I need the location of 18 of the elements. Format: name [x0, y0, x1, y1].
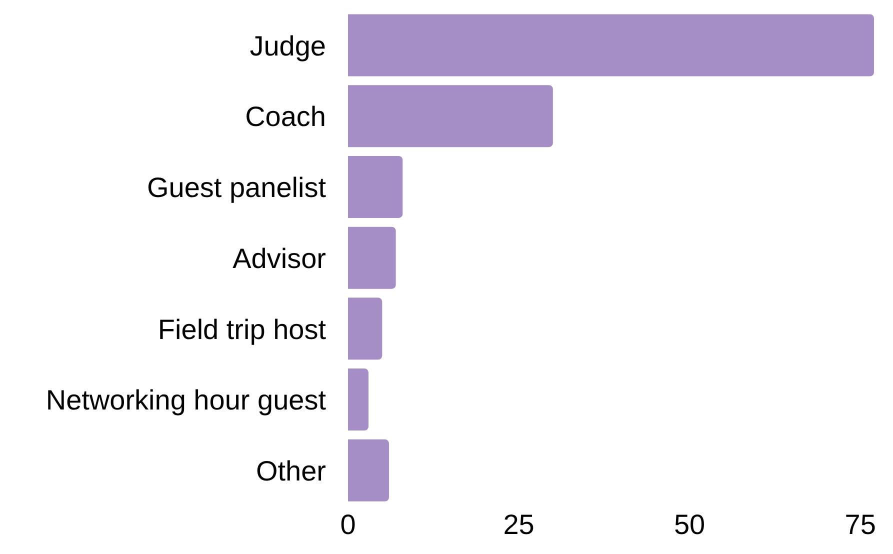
- y-tick-label: Other: [256, 456, 326, 487]
- bar: [348, 226, 396, 289]
- y-tick-label: Networking hour guest: [46, 384, 326, 416]
- x-tick-label: 75: [844, 508, 876, 540]
- y-tick-label: Coach: [245, 101, 326, 132]
- y-tick-label: Guest panelist: [147, 172, 326, 204]
- bar: [348, 14, 874, 76]
- y-tick-label: Field trip host: [158, 314, 326, 345]
- x-tick-label: 50: [674, 508, 706, 540]
- y-tick-label: Judge: [250, 30, 326, 62]
- bar: [348, 156, 403, 218]
- bar: [348, 368, 368, 431]
- bar: [348, 298, 382, 360]
- y-tick-label: Advisor: [232, 242, 326, 274]
- bar: [348, 85, 553, 148]
- bar: [348, 439, 389, 502]
- x-tick-label: 25: [503, 508, 534, 540]
- x-tick-label: 0: [340, 508, 356, 540]
